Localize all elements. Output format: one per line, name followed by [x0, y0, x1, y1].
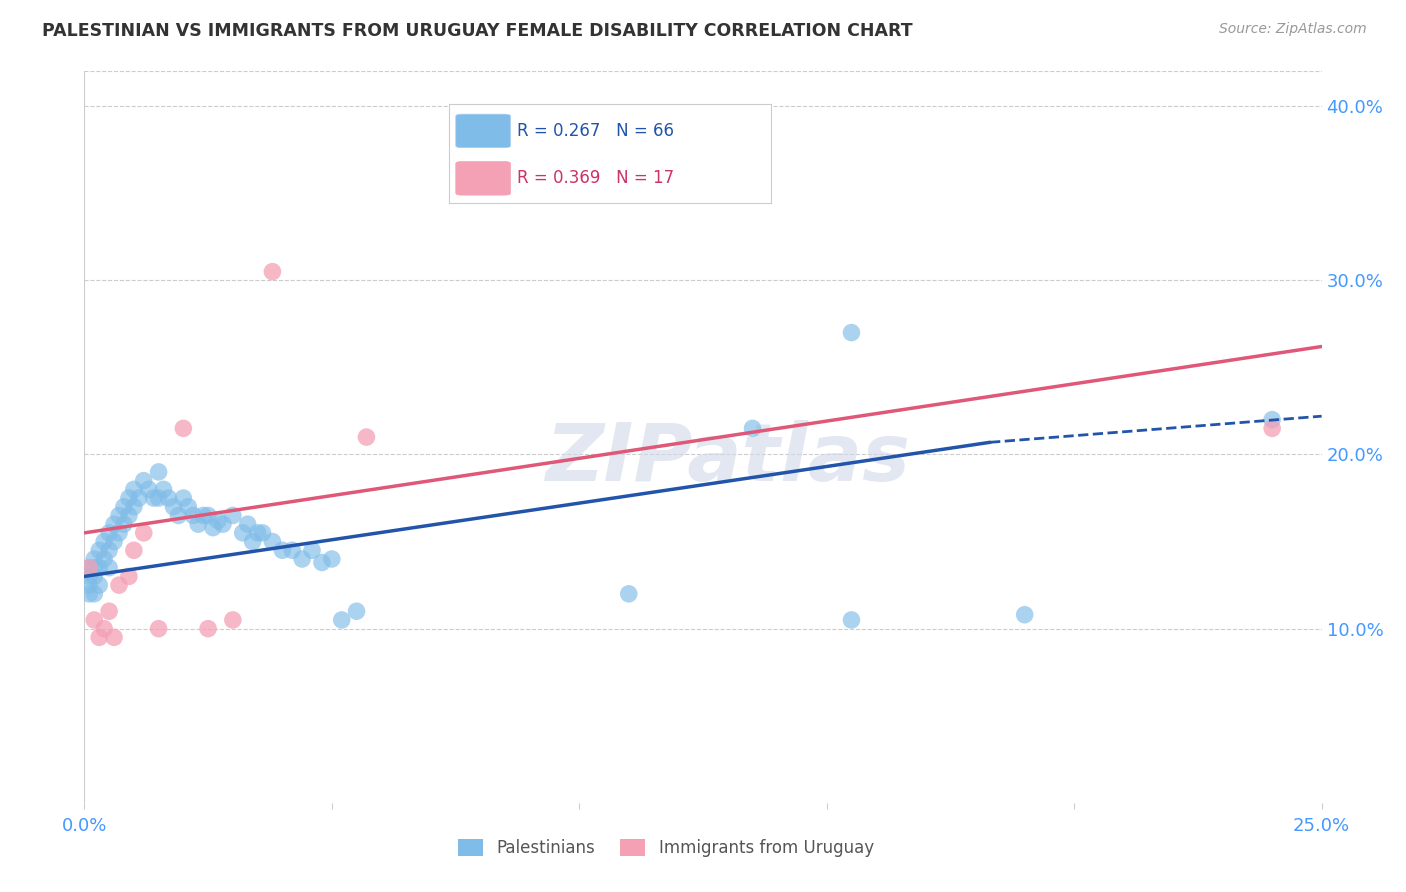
Point [617, 587, 640, 601]
Point [177, 500, 200, 514]
Point [1261, 421, 1284, 435]
Point [93, 552, 115, 566]
Point [112, 500, 135, 514]
Point [112, 517, 135, 532]
Point [89, 560, 111, 574]
Point [356, 430, 378, 444]
Point [103, 517, 125, 532]
Point [83, 552, 105, 566]
Point [311, 556, 333, 570]
Point [83, 587, 105, 601]
Point [157, 491, 180, 505]
Point [83, 569, 105, 583]
Point [232, 525, 254, 540]
Point [262, 534, 284, 549]
Point [246, 525, 269, 540]
Text: ZIPatlas: ZIPatlas [546, 420, 910, 498]
Point [148, 491, 170, 505]
Point [741, 421, 763, 435]
Point [132, 474, 155, 488]
Point [122, 483, 145, 497]
Point [252, 525, 274, 540]
Point [207, 514, 229, 528]
Point [79, 578, 101, 592]
Point [108, 578, 131, 592]
Point [98, 543, 121, 558]
Point [103, 534, 125, 549]
Point [262, 265, 284, 279]
Point [321, 552, 343, 566]
Point [93, 534, 115, 549]
Point [242, 534, 264, 549]
Point [122, 543, 145, 558]
Point [89, 631, 111, 645]
Point [98, 604, 121, 618]
Point [118, 508, 141, 523]
Point [152, 483, 174, 497]
Legend: Palestinians, Immigrants from Uruguay: Palestinians, Immigrants from Uruguay [451, 832, 880, 864]
Point [197, 508, 219, 523]
Point [108, 525, 131, 540]
Point [118, 491, 141, 505]
Point [301, 543, 323, 558]
Point [142, 491, 165, 505]
Point [841, 613, 863, 627]
Point [118, 569, 141, 583]
Point [1261, 412, 1284, 426]
Point [191, 508, 214, 523]
Point [172, 421, 194, 435]
Point [236, 517, 259, 532]
Point [197, 622, 219, 636]
Point [202, 521, 225, 535]
Point [187, 517, 209, 532]
Point [79, 587, 101, 601]
Point [291, 552, 314, 566]
Point [138, 483, 160, 497]
Point [162, 500, 184, 514]
Point [222, 613, 245, 627]
Point [98, 560, 121, 574]
Point [93, 622, 115, 636]
Point [98, 525, 121, 540]
Point [222, 508, 245, 523]
Point [330, 613, 353, 627]
Point [83, 560, 105, 574]
Point [148, 622, 170, 636]
Point [841, 326, 863, 340]
Point [148, 465, 170, 479]
Point [1014, 607, 1036, 622]
Text: PALESTINIAN VS IMMIGRANTS FROM URUGUAY FEMALE DISABILITY CORRELATION CHART: PALESTINIAN VS IMMIGRANTS FROM URUGUAY F… [42, 22, 912, 40]
Point [79, 560, 101, 574]
Point [89, 543, 111, 558]
Point [103, 631, 125, 645]
Point [79, 569, 101, 583]
Point [79, 560, 101, 574]
Point [271, 543, 294, 558]
Point [167, 508, 190, 523]
Point [172, 491, 194, 505]
Point [122, 500, 145, 514]
Point [89, 578, 111, 592]
Point [281, 543, 304, 558]
Point [346, 604, 368, 618]
Point [128, 491, 150, 505]
Point [132, 525, 155, 540]
Point [181, 508, 204, 523]
Point [83, 613, 105, 627]
Point [212, 517, 235, 532]
Point [108, 508, 131, 523]
Text: Source: ZipAtlas.com: Source: ZipAtlas.com [1219, 22, 1367, 37]
